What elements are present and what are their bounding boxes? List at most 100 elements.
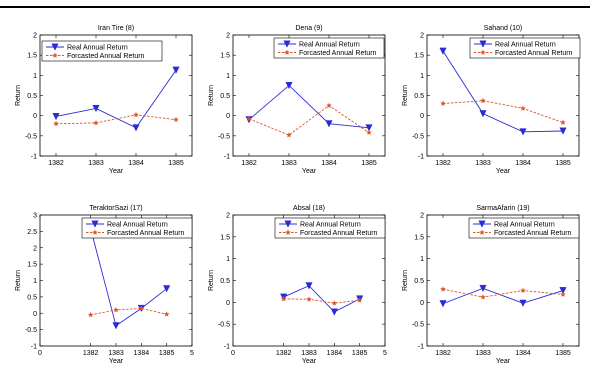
point-2-3: [326, 102, 332, 109]
x-tick-label: 1382: [276, 350, 292, 357]
y-tick-label: -0.5: [412, 133, 424, 140]
legend-box: [469, 37, 581, 59]
x-axis-label: Year: [496, 168, 511, 175]
x-tick-label: 1384: [134, 350, 150, 357]
legend-label-1: Real Annual Return: [67, 45, 128, 52]
x-tick-label: 1383: [301, 350, 317, 357]
point-1-1: [439, 47, 447, 55]
series-line-1: [283, 285, 360, 313]
subplot-4: TeraktorSazi (17) -1 -0.5 0 0.5 1 1.5 2 2.5 3 0 138…: [15, 205, 194, 365]
y-tick-label: 1: [226, 73, 230, 80]
point-1-2: [92, 104, 100, 113]
y-tick-label: 1.5: [27, 262, 37, 269]
x-tick-label: 5: [190, 350, 194, 357]
point-2-2: [306, 296, 312, 302]
y-tick-label: -0.5: [25, 327, 37, 334]
point-2-4: [560, 291, 566, 297]
series-line-1: [248, 84, 370, 129]
legend-marker-1: [91, 220, 99, 228]
point-2-1: [53, 120, 59, 127]
y-tick-label: 1: [420, 73, 424, 80]
subplot-2: Dena (9) -1 -0.5 0 0.5 1 1.5 2 1382 1383 1384 1385 Y…: [208, 25, 386, 175]
y-tick-label: -0.5: [218, 322, 230, 329]
series-line-2: [442, 288, 564, 298]
legend-box: [81, 217, 193, 239]
point-2-4: [356, 297, 363, 303]
x-tick-label: 1385: [361, 160, 377, 167]
legend-box: [273, 37, 385, 59]
point-1-1: [52, 113, 60, 121]
figure-top-border: [0, 0, 590, 8]
point-2-3: [331, 300, 338, 306]
y-axis-label: Return: [208, 270, 215, 291]
x-tick-label: 1383: [281, 160, 297, 167]
legend-label-2: Forcasted Annual Return: [299, 50, 377, 57]
legend-marker-2: [52, 52, 58, 58]
point-1-4: [163, 285, 171, 293]
legend-label-2: Forcasted Annual Return: [494, 230, 572, 237]
point-2-2: [286, 132, 292, 138]
legend-label-2: Forcasted Annual Return: [495, 50, 573, 57]
series-line-2: [442, 100, 564, 123]
x-tick-label: 1384: [515, 350, 531, 357]
y-axis-label: Return: [208, 85, 215, 106]
point-2-4: [163, 311, 170, 317]
y-tick-label: 0: [420, 300, 424, 307]
legend-label-1: Real Annual Return: [299, 42, 360, 49]
series-line-2: [55, 114, 177, 125]
x-tick-label: 5: [383, 350, 387, 357]
point-1-3: [519, 128, 527, 136]
subplot-title: Sahand (10): [484, 25, 523, 32]
legend-marker-1: [283, 40, 291, 48]
y-tick-label: 1.5: [414, 234, 424, 241]
series-line-1: [55, 69, 177, 129]
subplot-3: Sahand (10) -1 -0.5 0 0.5 1 1.5 2 1382 1383 1384 13…: [402, 25, 581, 175]
x-axis-label: Year: [302, 168, 317, 175]
point-1-3: [519, 299, 527, 307]
point-1-2: [479, 284, 487, 293]
y-tick-label: 0.5: [27, 93, 37, 100]
point-2-2: [93, 119, 99, 126]
point-2-3: [133, 111, 139, 118]
subplot-title: TeraktorSazi (17): [89, 205, 142, 212]
series-line-1: [442, 287, 564, 305]
point-2-2: [480, 294, 486, 300]
point-1-2: [285, 81, 293, 90]
point-2-4: [366, 129, 372, 136]
y-tick-label: 2: [226, 33, 230, 40]
point-2-3: [520, 287, 526, 293]
x-tick-label: 1385: [352, 350, 368, 357]
y-tick-label: 0: [226, 113, 230, 120]
subplot-title: Dena (9): [295, 25, 322, 32]
x-tick-label: 1384: [327, 350, 343, 357]
point-1-3: [330, 308, 338, 316]
y-tick-label: -1: [31, 344, 37, 351]
legend-marker-2: [480, 49, 486, 55]
x-axis-label: Year: [302, 358, 317, 365]
point-1-3: [325, 120, 333, 128]
legend-label-1: Real Annual Return: [495, 42, 556, 49]
y-tick-label: -0.5: [412, 322, 424, 329]
series-line-2: [283, 298, 360, 304]
x-tick-label: 1383: [475, 350, 491, 357]
y-axis-label: Return: [15, 270, 22, 291]
subplot-title: SarmaAfarin (19): [476, 205, 529, 212]
y-tick-label: 1: [33, 73, 37, 80]
legend-marker-1: [51, 43, 59, 51]
y-tick-label: 2: [226, 213, 230, 220]
point-1-2: [112, 322, 120, 330]
y-tick-label: 1: [420, 256, 424, 263]
y-tick-label: 3: [33, 213, 37, 220]
y-tick-label: 0: [33, 311, 37, 318]
x-tick-label: 1385: [555, 350, 571, 357]
y-tick-label: 0.5: [27, 294, 37, 301]
x-tick-label: 1384: [128, 160, 144, 167]
legend-label-1: Real Annual Return: [300, 222, 361, 229]
y-tick-label: 0: [226, 300, 230, 307]
y-tick-label: -1: [418, 154, 424, 161]
y-tick-label: -1: [224, 154, 230, 161]
